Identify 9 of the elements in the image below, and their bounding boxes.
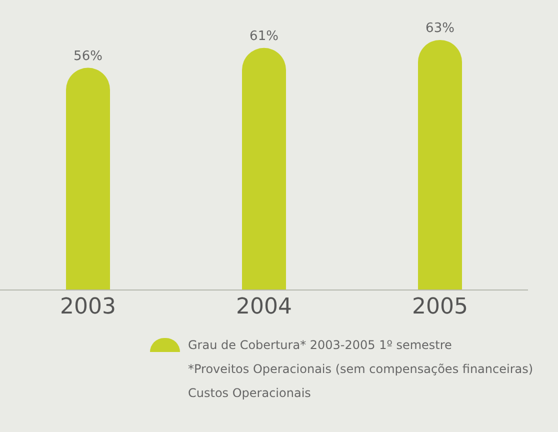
text: *Proveitos Operacionais (sem compensações financeiras) (188, 362, 534, 376)
data-label: 61% (250, 28, 278, 44)
x-tick-label: 2004 (236, 294, 292, 320)
x-tick-label: 2005 (412, 294, 468, 320)
text: Custos Operacionais (188, 386, 312, 400)
data-label: 56% (74, 48, 102, 64)
legend-label: Grau de Cobertura* 2003-2005 1º semestre (188, 338, 452, 352)
x-tick-label: 2003 (60, 294, 116, 320)
data-label: 63% (426, 21, 454, 36)
